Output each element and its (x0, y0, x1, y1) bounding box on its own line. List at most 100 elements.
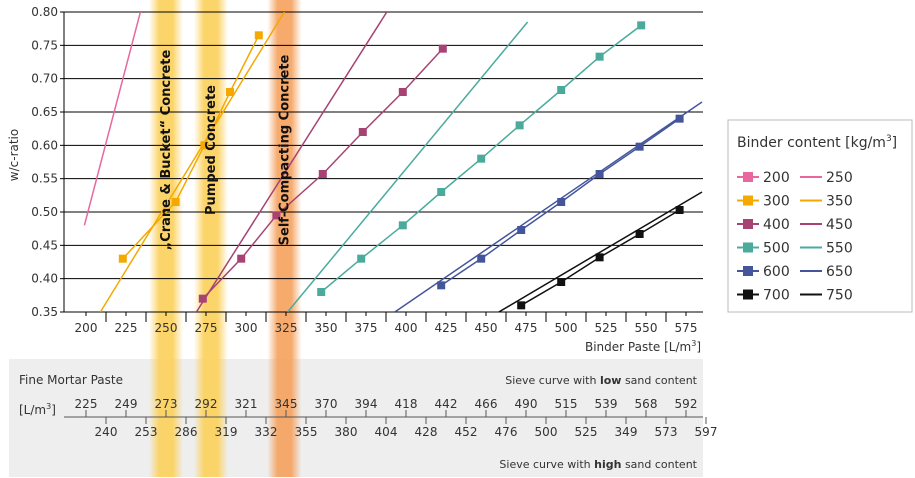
x-tick-label: 425 (435, 321, 458, 335)
band-2 (193, 0, 228, 477)
y-tick-label: 0.40 (31, 272, 58, 286)
x-tick-label: 300 (235, 321, 258, 335)
mortar-low-value: 539 (595, 397, 618, 411)
legend-marker-400 (743, 219, 753, 229)
legend-items: 200 250 300 350 400 450 500 550 600 650 700 750 (737, 170, 853, 304)
mortar-low-value: 466 (475, 397, 498, 411)
series-point-300 (171, 198, 180, 206)
legend-label-650: 650 (826, 264, 853, 280)
series-point-700 (635, 230, 644, 238)
legend-marker-300 (743, 195, 753, 206)
y-tick-label: 0.70 (31, 72, 58, 86)
y-tick-label: 0.50 (31, 205, 58, 219)
series-point-500 (398, 221, 407, 230)
band-1 (149, 0, 183, 477)
mortar-high-values: 240 253 286 319 332 355 380 404 428 452 476 500 525 3… (95, 417, 718, 439)
mortar-low-value: 568 (635, 397, 658, 411)
series-point-300 (226, 88, 234, 96)
mortar-high-value: 476 (495, 425, 518, 439)
low-sand-caption: Sieve curve with low sand content (505, 374, 697, 387)
mortar-low-value: 249 (115, 397, 138, 411)
mortar-high-value: 286 (175, 425, 198, 439)
mortar-high-value: 355 (295, 425, 318, 439)
x-tick-label: 450 (475, 321, 498, 335)
mortar-unit-label: [L/m3] (19, 402, 56, 417)
high-sand-caption: Sieve curve with high sand content (499, 458, 697, 471)
legend-label-400: 400 (763, 217, 790, 233)
mortar-low-value: 515 (555, 397, 578, 411)
legend-box (727, 119, 913, 313)
y-tick-label: 0.60 (31, 138, 58, 152)
series-group (83, 12, 703, 312)
legend-label-200: 200 (763, 170, 790, 186)
mortar-table-title: Fine Mortar Paste (19, 373, 123, 387)
mortar-low-value: 394 (355, 397, 378, 411)
series-point-600 (595, 170, 604, 178)
legend-label-550: 550 (826, 241, 853, 257)
x-tick-label: 500 (555, 321, 578, 335)
x-tick-label: 225 (115, 321, 138, 335)
series-point-400 (438, 44, 447, 53)
mortar-table-panel (9, 359, 703, 477)
series-point-500 (557, 86, 566, 94)
series-point-700 (595, 253, 604, 262)
legend-label-500: 500 (763, 241, 790, 257)
mortar-low-value: 592 (675, 397, 698, 411)
series-point-300 (118, 254, 127, 263)
mortar-high-value: 319 (215, 425, 238, 439)
series-point-500 (515, 121, 524, 130)
legend-label-600: 600 (763, 264, 790, 280)
mortar-high-value: 349 (615, 425, 638, 439)
mortar-high-value: 332 (255, 425, 278, 439)
series-line-750 (498, 191, 703, 312)
series-point-600 (437, 281, 446, 290)
legend-label-250: 250 (826, 170, 853, 186)
mortar-low-value: 490 (515, 397, 538, 411)
legend-title: Binder content [kg/m3] (737, 134, 897, 151)
series-point-600 (557, 198, 566, 206)
series-point-600 (517, 226, 526, 234)
series-line-650 (394, 101, 703, 312)
mortar-low-value: 273 (155, 397, 178, 411)
y-tick-label: 0.45 (31, 238, 58, 252)
y-tick-label: 0.65 (31, 105, 58, 119)
x-axis-label: Binder Paste [L/m3] (585, 339, 701, 354)
series-point-400 (237, 254, 246, 263)
series-line-350 (99, 12, 286, 312)
series-point-500 (477, 154, 486, 163)
series-point-700 (675, 206, 684, 214)
x-tick-label: 200 (75, 321, 98, 335)
x-tick-label: 275 (195, 321, 218, 335)
series-point-500 (437, 188, 446, 196)
concrete-bands (149, 0, 302, 477)
y-tick-label: 0.80 (31, 5, 58, 19)
y-tick-label: 0.75 (31, 38, 58, 52)
x-tick-label: 250 (155, 321, 178, 335)
band-label-3: Self-Compacting Concrete (277, 54, 292, 245)
legend-marker-700 (743, 289, 753, 300)
axes (63, 12, 703, 313)
legend: Binder content [kg/m3] 200 250 300 350 400 45… (727, 119, 913, 313)
x-tick-label: 375 (355, 321, 378, 335)
mortar-low-value: 225 (75, 397, 98, 411)
series-line-550 (287, 21, 529, 312)
series-point-600 (675, 114, 684, 123)
mortar-high-value: 525 (575, 425, 598, 439)
mortar-high-value: 428 (415, 425, 438, 439)
mortar-high-value: 253 (135, 425, 158, 439)
x-tick-label: 350 (315, 321, 338, 335)
legend-label-300: 300 (763, 194, 790, 210)
series-point-600 (635, 142, 644, 151)
mortar-high-value: 380 (335, 425, 358, 439)
series-line-250 (83, 12, 142, 226)
mortar-high-value: 240 (95, 425, 118, 439)
mortar-low-value: 345 (275, 397, 298, 411)
x-tick-label: 400 (395, 321, 418, 335)
legend-marker-500 (743, 242, 753, 253)
mortar-high-value: 597 (695, 425, 718, 439)
series-point-400 (358, 128, 367, 136)
band-3 (267, 0, 302, 477)
y-tick-labels: 0.80 0.75 0.70 0.65 0.60 0.55 0.50 0.45 0.40 0.35 (31, 5, 64, 319)
y-tick-label: 0.35 (31, 305, 58, 319)
